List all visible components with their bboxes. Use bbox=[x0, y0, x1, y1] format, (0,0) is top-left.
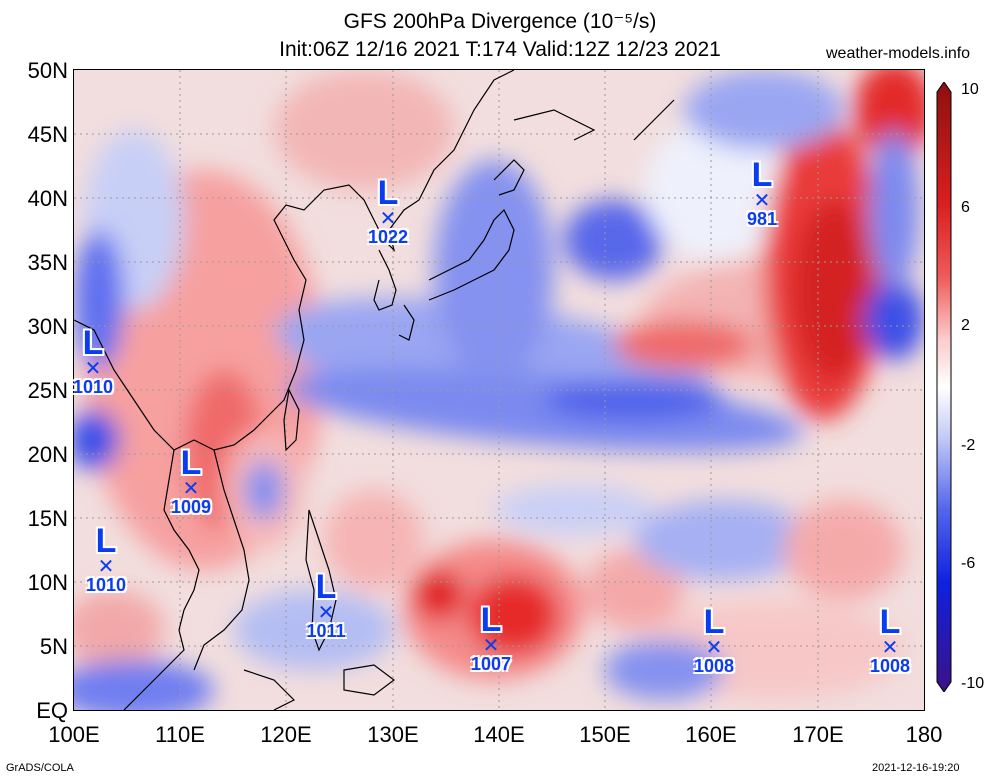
colorbar-label: 2 bbox=[961, 317, 970, 334]
colorbar-label: 10 bbox=[961, 81, 979, 98]
low-pressure: 1008 bbox=[869, 656, 911, 676]
low-letter: L bbox=[180, 444, 202, 482]
low-pressure: 1007 bbox=[470, 654, 512, 674]
lon-tick-180: 180 bbox=[905, 722, 943, 747]
low-pressure: 1010 bbox=[72, 377, 114, 397]
low-letter: L bbox=[82, 324, 104, 362]
lat-tick-40n: 40N bbox=[27, 186, 68, 211]
colorbar bbox=[936, 82, 952, 692]
colorbar-label: -10 bbox=[961, 675, 985, 692]
low-center-icon: ✕ bbox=[705, 637, 723, 659]
divergence-map bbox=[74, 70, 924, 710]
low-marker: L ✕ 1011 bbox=[291, 570, 361, 640]
low-letter: L bbox=[879, 603, 901, 641]
divergence-field bbox=[74, 70, 924, 710]
low-pressure: 981 bbox=[746, 209, 778, 229]
low-marker: L ✕ 1007 bbox=[456, 603, 526, 673]
footer-timestamp: 2021-12-16-19:20 bbox=[872, 762, 960, 774]
low-letter: L bbox=[751, 156, 773, 194]
lat-lon-grid bbox=[74, 70, 924, 710]
lon-tick-140e: 140E bbox=[473, 722, 525, 747]
low-letter: L bbox=[95, 522, 117, 560]
chart-title: GFS 200hPa Divergence (10⁻⁵/s) bbox=[343, 10, 657, 33]
low-center-icon: ✕ bbox=[182, 478, 200, 500]
low-marker: L ✕ 981 bbox=[727, 158, 797, 228]
colorbar-label: -6 bbox=[961, 555, 976, 572]
low-pressure: 1010 bbox=[85, 575, 127, 595]
low-marker: L ✕ 1022 bbox=[353, 176, 423, 246]
low-pressure: 1022 bbox=[367, 227, 409, 247]
low-center-icon: ✕ bbox=[482, 635, 500, 657]
low-marker: L ✕ 1008 bbox=[855, 605, 925, 675]
low-center-icon: ✕ bbox=[317, 602, 335, 624]
low-letter: L bbox=[703, 603, 725, 641]
lon-tick-130e: 130E bbox=[367, 722, 419, 747]
map-frame bbox=[73, 69, 925, 711]
low-pressure: 1008 bbox=[693, 656, 735, 676]
lat-tick-eq: EQ bbox=[36, 698, 68, 723]
lon-tick-150e: 150E bbox=[579, 722, 631, 747]
lon-tick-120e: 120E bbox=[260, 722, 312, 747]
low-center-icon: ✕ bbox=[753, 190, 771, 212]
chart-subtitle: Init:06Z 12/16 2021 T:174 Valid:12Z 12/2… bbox=[279, 38, 721, 61]
lon-tick-170e: 170E bbox=[792, 722, 844, 747]
lat-tick-20n: 20N bbox=[27, 442, 68, 467]
low-letter: L bbox=[377, 174, 399, 212]
site-credit: weather-models.info bbox=[826, 45, 971, 62]
low-center-icon: ✕ bbox=[881, 637, 899, 659]
colorbar-label: -2 bbox=[961, 437, 976, 454]
lat-tick-35n: 35N bbox=[27, 250, 68, 275]
lat-tick-15n: 15N bbox=[27, 506, 68, 531]
lat-tick-10n: 10N bbox=[27, 570, 68, 595]
low-marker: L ✕ 1010 bbox=[58, 326, 128, 396]
low-marker: L ✕ 1008 bbox=[679, 605, 749, 675]
lon-tick-160e: 160E bbox=[685, 722, 737, 747]
lat-tick-50n: 50N bbox=[27, 58, 68, 83]
low-center-icon: ✕ bbox=[97, 556, 115, 578]
low-letter: L bbox=[315, 568, 337, 606]
low-pressure: 1011 bbox=[306, 621, 346, 641]
lat-tick-45n: 45N bbox=[27, 122, 68, 147]
lon-tick-110e: 110E bbox=[155, 722, 205, 747]
low-marker: L ✕ 1010 bbox=[71, 524, 141, 594]
lon-tick-100e: 100E bbox=[48, 722, 100, 747]
low-marker: L ✕ 1009 bbox=[156, 446, 226, 516]
lat-tick-5n: 5N bbox=[39, 634, 68, 659]
low-pressure: 1009 bbox=[170, 497, 212, 517]
coastlines bbox=[74, 70, 675, 710]
lat-tick-25n: 25N bbox=[27, 378, 68, 403]
low-letter: L bbox=[480, 601, 502, 639]
low-center-icon: ✕ bbox=[84, 358, 102, 380]
lat-tick-30n: 30N bbox=[27, 314, 68, 339]
footer-credit: GrADS/COLA bbox=[6, 762, 74, 774]
colorbar-label: 6 bbox=[961, 199, 970, 216]
low-center-icon: ✕ bbox=[379, 208, 397, 230]
